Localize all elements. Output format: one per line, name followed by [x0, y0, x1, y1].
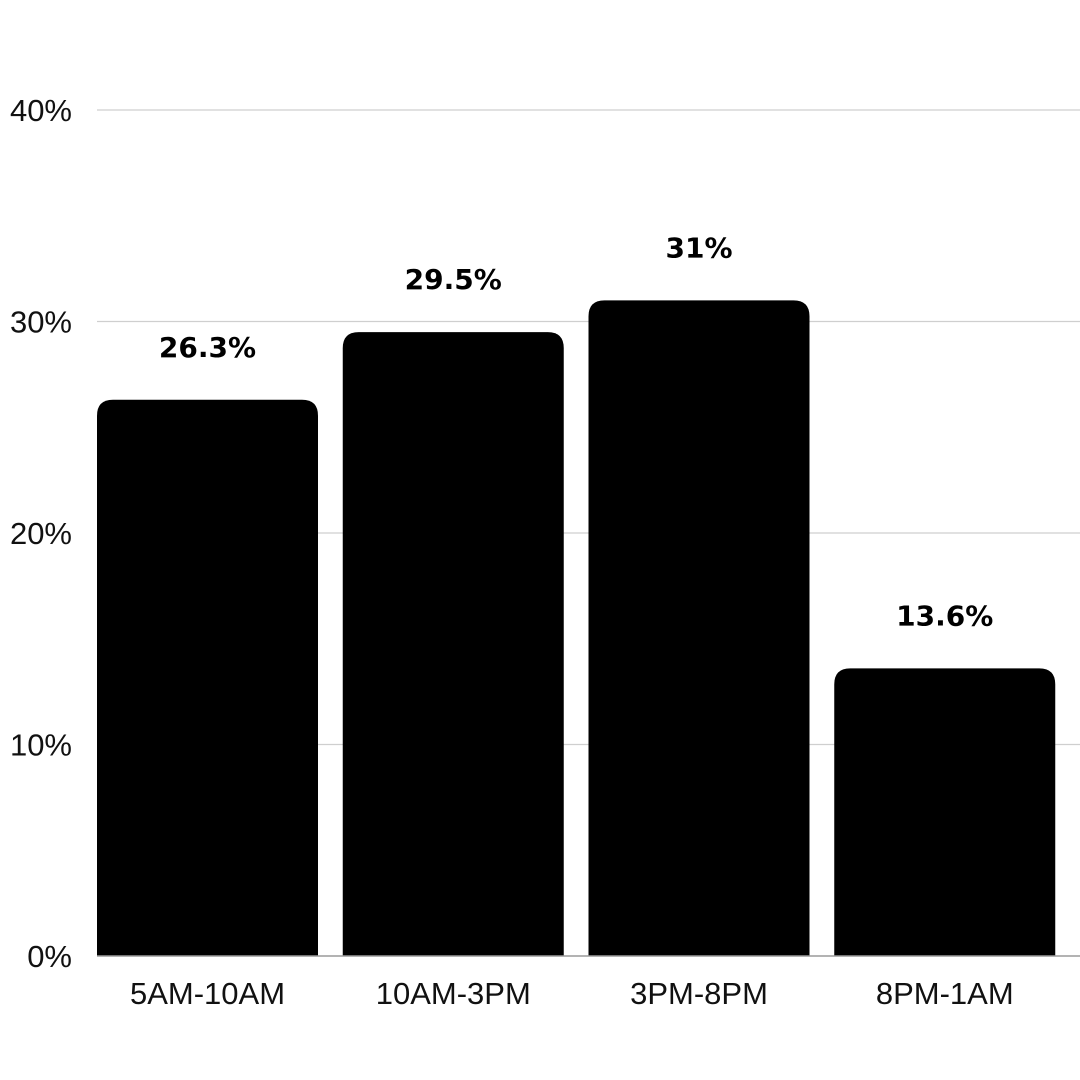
- y-tick-label: 10%: [10, 728, 72, 763]
- x-category-label: 10AM-3PM: [376, 976, 531, 1011]
- data-label: 31%: [665, 231, 732, 264]
- y-tick-label: 30%: [10, 305, 72, 340]
- data-label: 29.5%: [405, 263, 502, 296]
- bars: [97, 300, 1056, 957]
- y-axis-ticks: 0% 10% 20% 30% 40%: [10, 93, 72, 974]
- data-label: 13.6%: [896, 599, 993, 632]
- x-axis-categories: 5AM-10AM 10AM-3PM 3PM-8PM 8PM-1AM: [130, 976, 1014, 1011]
- x-category-label: 5AM-10AM: [130, 976, 285, 1011]
- bar: [588, 300, 810, 957]
- x-category-label: 8PM-1AM: [876, 976, 1014, 1011]
- y-tick-label: 0%: [27, 939, 72, 974]
- data-labels: 26.3% 29.5% 31% 13.6%: [159, 231, 993, 632]
- bar: [97, 399, 318, 956]
- x-category-label: 3PM-8PM: [630, 976, 768, 1011]
- y-tick-label: 40%: [10, 93, 72, 128]
- bar: [342, 332, 564, 956]
- bar: [834, 668, 1056, 956]
- data-label: 26.3%: [159, 331, 256, 364]
- y-tick-label: 20%: [10, 516, 72, 551]
